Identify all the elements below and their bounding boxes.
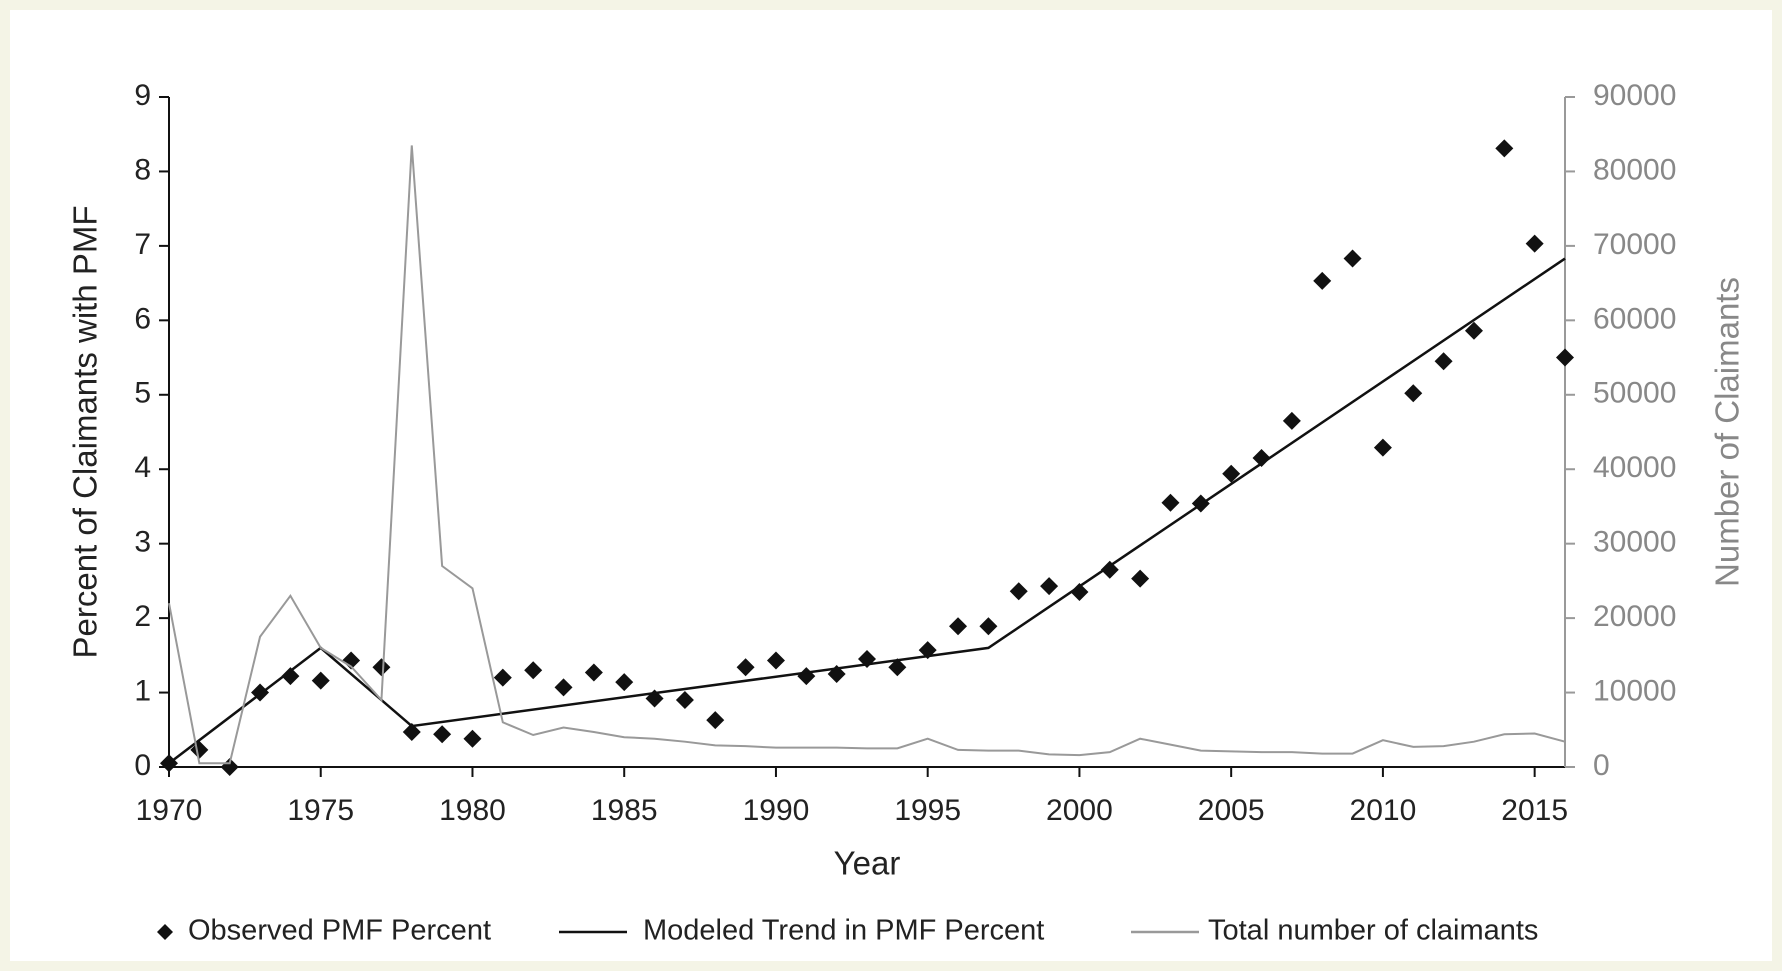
data-point xyxy=(1373,438,1392,457)
data-point xyxy=(1525,234,1544,253)
y2-tick-label: 80000 xyxy=(1593,153,1676,186)
y2-tick-label: 50000 xyxy=(1593,377,1676,410)
y-tick-label: 5 xyxy=(134,377,151,410)
y-tick-label: 1 xyxy=(134,674,151,707)
data-point xyxy=(463,729,482,748)
data-point xyxy=(342,651,361,670)
chart-background xyxy=(10,10,1772,961)
x-tick-label: 1985 xyxy=(591,794,658,827)
y2-tick-label: 90000 xyxy=(1593,79,1676,112)
x-tick-label: 2010 xyxy=(1350,794,1417,827)
y2-tick-label: 70000 xyxy=(1593,228,1676,261)
x-tick-label: 1970 xyxy=(136,794,203,827)
y-tick-label: 7 xyxy=(134,228,151,261)
data-point xyxy=(1556,348,1574,367)
x-axis-title: Year xyxy=(834,845,901,882)
data-point xyxy=(554,678,573,697)
data-point xyxy=(1313,271,1332,290)
data-point xyxy=(1495,139,1514,158)
y2-tick-label: 40000 xyxy=(1593,451,1676,484)
data-point xyxy=(706,711,725,730)
data-point xyxy=(433,725,452,744)
data-point xyxy=(736,658,755,677)
x-tick-label: 1995 xyxy=(894,794,961,827)
x-tick-label: 1975 xyxy=(287,794,354,827)
data-point xyxy=(949,617,968,636)
data-point xyxy=(372,658,391,677)
y-axis-title: Percent of Claimants with PMF xyxy=(67,206,104,659)
y2-tick-label: 10000 xyxy=(1593,674,1676,707)
y-tick-label: 0 xyxy=(134,749,151,782)
data-point xyxy=(888,658,907,677)
data-point xyxy=(675,691,694,709)
y-tick-label: 4 xyxy=(134,451,151,484)
data-point xyxy=(311,671,330,690)
data-point xyxy=(1100,560,1119,579)
x-tick-label: 2000 xyxy=(1046,794,1113,827)
y-tick-label: 8 xyxy=(134,153,151,186)
data-point xyxy=(1343,249,1362,268)
data-point xyxy=(979,617,998,636)
data-point xyxy=(281,667,300,686)
data-point xyxy=(493,668,512,687)
legend-text: Total number of claimants xyxy=(1208,915,1538,947)
data-point xyxy=(1131,569,1150,588)
data-line xyxy=(168,257,1566,765)
y-tick-label: 2 xyxy=(134,600,151,633)
data-point xyxy=(524,661,543,680)
y-tick-label: 3 xyxy=(134,526,151,559)
data-point xyxy=(584,663,603,682)
data-point xyxy=(1404,384,1423,403)
data-point xyxy=(1434,352,1453,371)
data-point xyxy=(1040,577,1059,596)
data-point xyxy=(1009,582,1028,601)
y2-tick-label: 20000 xyxy=(1593,600,1676,633)
data-point xyxy=(1161,493,1180,512)
x-tick-label: 1990 xyxy=(743,794,810,827)
data-point xyxy=(1070,583,1089,602)
data-point xyxy=(190,740,209,759)
data-point xyxy=(1252,449,1271,468)
data-point xyxy=(766,651,785,670)
x-tick-label: 2015 xyxy=(1501,794,1568,827)
data-point xyxy=(1222,464,1241,483)
legend-marker xyxy=(157,924,173,940)
y2-tick-label: 30000 xyxy=(1593,526,1676,559)
y2-tick-label: 60000 xyxy=(1593,302,1676,335)
data-point xyxy=(402,723,421,742)
data-line xyxy=(168,145,1566,765)
y-tick-label: 6 xyxy=(134,302,151,335)
x-tick-label: 1980 xyxy=(439,794,506,827)
data-point xyxy=(1464,321,1483,340)
legend-text: Modeled Trend in PMF Percent xyxy=(643,915,1044,947)
data-point xyxy=(1282,411,1301,430)
data-point xyxy=(615,673,634,692)
x-tick-label: 2005 xyxy=(1198,794,1265,827)
y2-axis-title: Number of Claimants xyxy=(1709,277,1746,587)
legend-text: Observed PMF Percent xyxy=(188,915,491,947)
y2-tick-label: 0 xyxy=(1593,749,1610,782)
y-tick-label: 9 xyxy=(134,79,151,112)
